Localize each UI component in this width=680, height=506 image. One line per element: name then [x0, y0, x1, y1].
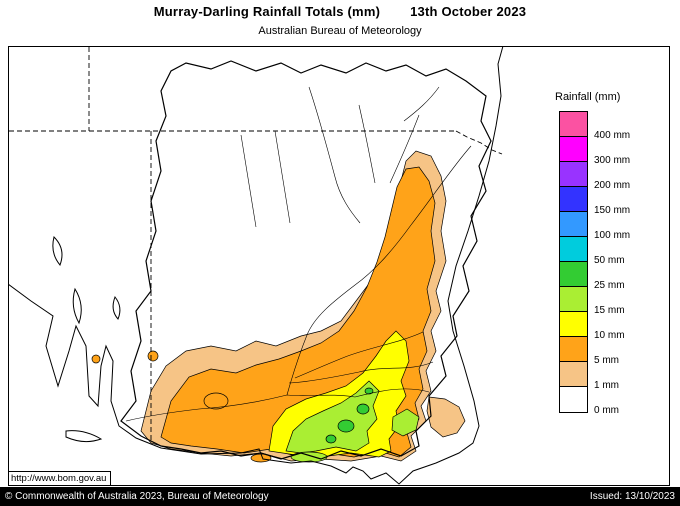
legend-label: 25 mm: [594, 280, 625, 291]
legend-label: 400 mm: [594, 130, 631, 141]
rainfall-region-25mm-spot: [337, 419, 355, 433]
bom-url: http://www.bom.gov.au: [9, 471, 112, 485]
river-murray: [125, 388, 430, 422]
legend-label: 5 mm: [594, 355, 619, 366]
legend-label: 50 mm: [594, 255, 625, 266]
basin-map: [9, 47, 504, 485]
river-tributary: [274, 130, 291, 224]
legend-label: 100 mm: [594, 230, 631, 241]
river-tributary: [403, 86, 440, 122]
legend-label: 150 mm: [594, 205, 631, 216]
legend-label: 300 mm: [594, 155, 631, 166]
legend-swatch-300mm: [560, 137, 587, 162]
river-tributary: [358, 104, 376, 184]
state-border-qld-nsw-east: [455, 130, 503, 155]
map-header: Murray-Darling Rainfall Totals (mm) 13th …: [0, 4, 680, 19]
legend-label: 15 mm: [594, 305, 625, 316]
rainfall-spot-5mm: [91, 354, 101, 364]
footer-issued: Issued: 13/10/2023: [589, 491, 675, 502]
lake-outline: [112, 296, 121, 320]
river-lachlan: [294, 331, 424, 379]
rainfall-region-25mm-spot: [356, 403, 370, 415]
legend-label: 10 mm: [594, 330, 625, 341]
map-subtitle: Australian Bureau of Meteorology: [258, 25, 422, 37]
legend-swatch-15mm: [560, 287, 587, 312]
rainfall-region-15mm-coastal: [290, 451, 328, 463]
legend-swatch-150mm: [560, 187, 587, 212]
legend-swatch-50mm: [560, 237, 587, 262]
legend-swatch-1mm: [560, 362, 587, 387]
legend-label: 200 mm: [594, 180, 631, 191]
legend-swatch-column: [559, 111, 588, 413]
map-title: Murray-Darling Rainfall Totals (mm): [153, 4, 381, 19]
legend-label: 0 mm: [594, 405, 619, 416]
basin-boundary: [120, 60, 492, 460]
lake-outline: [72, 287, 82, 325]
legend-swatch-400mm: [560, 112, 587, 137]
footer-bar: © Commonwealth of Australia 2023, Bureau…: [0, 487, 680, 506]
legend-swatch-25mm: [560, 262, 587, 287]
map-date: 13th October 2023: [410, 4, 527, 19]
footer-copyright: © Commonwealth of Australia 2023, Bureau…: [5, 491, 269, 502]
legend-title: Rainfall (mm): [555, 91, 621, 103]
river-tributary: [240, 134, 257, 228]
coastline: [9, 47, 504, 485]
map-area: http://www.bom.gov.au Rainfall (mm) 400 …: [8, 46, 670, 486]
rainfall-region-1mm-southeast: [426, 396, 466, 438]
rainfall-region-15mm-east: [391, 408, 420, 437]
river-tributary: [389, 114, 420, 184]
kangaroo-island: [65, 430, 103, 443]
legend-swatch-0mm: [560, 387, 587, 412]
rainfall-spot-5mm: [203, 392, 229, 410]
lake-outline: [52, 236, 63, 266]
rainfall-spot-5mm: [147, 350, 159, 362]
rainfall-region-15mm: [285, 380, 380, 454]
rainfall-region-25mm-spot: [364, 387, 374, 395]
legend-swatch-5mm: [560, 337, 587, 362]
river-tributary: [308, 86, 361, 224]
legend-label: 1 mm: [594, 380, 619, 391]
river-darling: [286, 145, 472, 396]
river-murrumbidgee: [288, 361, 434, 384]
legend-swatch-100mm: [560, 212, 587, 237]
legend-swatch-200mm: [560, 162, 587, 187]
rainfall-region-25mm-spot: [325, 434, 337, 444]
legend-swatch-10mm: [560, 312, 587, 337]
